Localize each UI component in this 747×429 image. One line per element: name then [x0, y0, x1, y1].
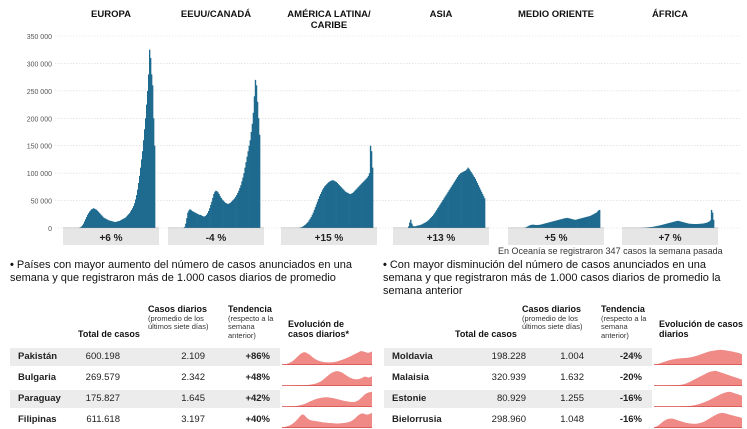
daily-cases: 1.048	[534, 411, 584, 429]
total-cases: 175.827	[60, 390, 120, 408]
daily-cases: 2.109	[155, 348, 205, 366]
sparkline	[654, 370, 742, 386]
sparkline-area	[282, 351, 372, 365]
trend-value: +48%	[230, 369, 270, 387]
total-cases: 198.228	[466, 348, 526, 366]
change-label: +6 %	[99, 233, 122, 244]
left-h-total: Total de casos	[78, 330, 140, 340]
sparkline-area	[282, 413, 372, 428]
right-title-text: Con mayor disminución del número de caso…	[383, 259, 721, 297]
total-cases: 80.929	[466, 390, 526, 408]
left-h-trend: Tendencia(respecto a la semana anterior)	[228, 305, 282, 340]
left-table-title: •Países con mayor aumento del número de …	[10, 259, 360, 285]
daily-cases: 3.197	[155, 411, 205, 429]
left-h-daily: Casos diarios(promedio de los últimos si…	[148, 305, 220, 332]
change-label: +5 %	[544, 233, 567, 244]
sparkline-area	[282, 371, 372, 386]
region-bar	[599, 210, 600, 228]
region-bar	[372, 168, 373, 228]
country-name: Bielorrusia	[392, 411, 462, 429]
change-label: +15 %	[315, 233, 344, 244]
region-title: MEDIO ORIENTE	[518, 9, 594, 20]
y-tick-label: 250 000	[27, 89, 52, 96]
region-charts: 0 50 000 100 000 150 000 200 000 250 000 300 0…	[0, 0, 747, 250]
total-cases: 298.960	[466, 411, 526, 429]
region-bar	[713, 220, 714, 228]
trend-value: +86%	[230, 348, 270, 366]
trend-value: -24%	[602, 348, 642, 366]
region-title: EEUU/CANADÁ	[181, 9, 251, 20]
sparkline	[282, 370, 372, 386]
country-name: Estonie	[392, 390, 462, 408]
sparkline-area	[282, 392, 372, 407]
daily-cases: 2.342	[155, 369, 205, 387]
region-bar	[259, 135, 260, 228]
trend-value: -16%	[602, 390, 642, 408]
total-cases: 320.939	[466, 369, 526, 387]
right-h-total: Total de casos	[455, 330, 517, 340]
region-bar	[154, 146, 155, 228]
y-tick-label: 50 000	[31, 199, 53, 206]
y-tick-label: 200 000	[27, 116, 52, 123]
right-h-evol: Evolución de casos diarios	[659, 320, 747, 339]
region-title: CARIBE	[311, 20, 347, 31]
sparkline	[654, 349, 742, 365]
daily-cases: 1.645	[155, 390, 205, 408]
trend-value: -20%	[602, 369, 642, 387]
bullet-right: •	[383, 259, 387, 271]
region-title: AMÉRICA LATINA/	[287, 9, 371, 20]
sparkline	[282, 349, 372, 365]
sparkline-area	[654, 392, 742, 407]
region-title: ÁFRICA	[652, 9, 688, 20]
trend-value: +42%	[230, 390, 270, 408]
y-tick-label: 100 000	[27, 171, 52, 178]
daily-cases: 1.004	[534, 348, 584, 366]
oceania-note: En Oceanía se registraron 347 casos la s…	[498, 246, 743, 256]
y-tick-label: 300 000	[27, 61, 52, 68]
y-tick-label: 0	[48, 226, 52, 233]
sparkline-area	[654, 371, 742, 386]
region-bar	[484, 198, 485, 228]
trend-value: -16%	[602, 411, 642, 429]
change-label: +13 %	[427, 233, 456, 244]
trend-value: +40%	[230, 411, 270, 429]
daily-cases: 1.632	[534, 369, 584, 387]
total-cases: 611.618	[60, 411, 120, 429]
region-title: ASIA	[430, 9, 453, 20]
total-cases: 600.198	[60, 348, 120, 366]
bullet-left: •	[10, 259, 14, 271]
left-title-text: Países con mayor aumento del número de c…	[10, 259, 352, 284]
sparkline	[654, 412, 742, 428]
y-tick-label: 350 000	[27, 34, 52, 41]
total-cases: 269.579	[60, 369, 120, 387]
left-h-evol: Evolución de casos diarios*	[288, 320, 358, 339]
right-table-title: •Con mayor disminución del número de cas…	[383, 259, 738, 298]
country-name: Moldavia	[392, 348, 462, 366]
sparkline	[654, 391, 742, 407]
sparkline-area	[654, 350, 742, 365]
daily-cases: 1.255	[534, 390, 584, 408]
right-h-trend: Tendencia(respecto a la semana anterior)	[601, 305, 651, 340]
country-name: Malaisia	[392, 369, 462, 387]
sparkline	[282, 391, 372, 407]
change-label: -4 %	[206, 233, 227, 244]
change-label: +7 %	[658, 233, 681, 244]
right-h-daily: Casos diarios(promedio de los últimos si…	[522, 305, 594, 332]
region-title: EUROPA	[91, 9, 131, 20]
sparkline-area	[654, 413, 742, 428]
y-tick-label: 150 000	[27, 144, 52, 151]
sparkline	[282, 412, 372, 428]
